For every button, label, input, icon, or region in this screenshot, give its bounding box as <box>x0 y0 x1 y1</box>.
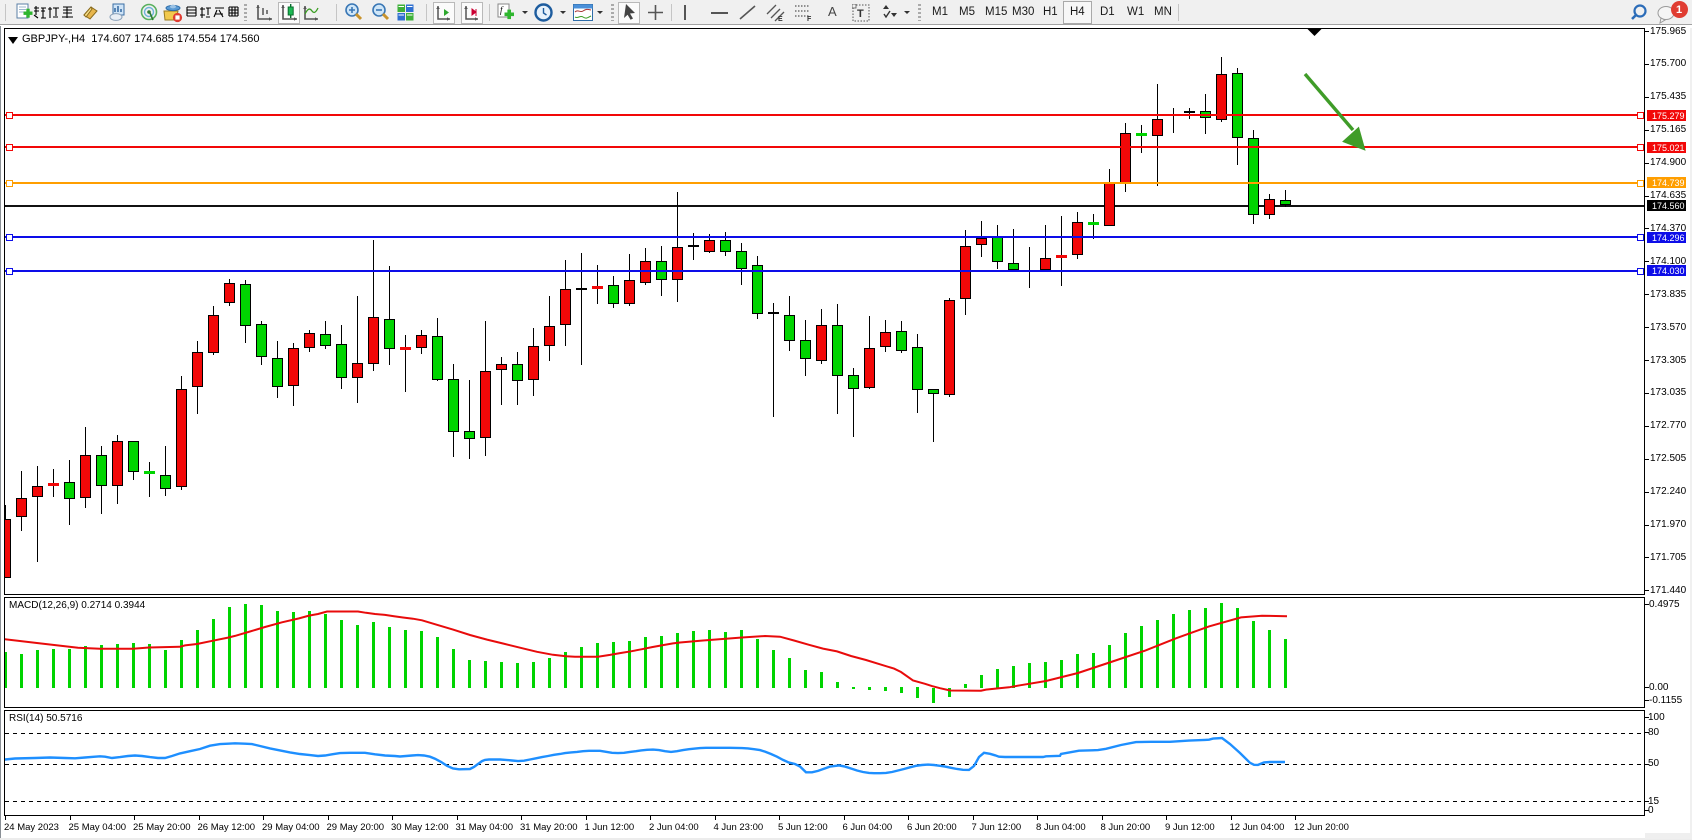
svg-text:f: f <box>500 5 504 15</box>
svg-text:F: F <box>807 16 812 22</box>
svg-text:E: E <box>778 16 783 22</box>
svg-text:T: T <box>857 8 864 20</box>
